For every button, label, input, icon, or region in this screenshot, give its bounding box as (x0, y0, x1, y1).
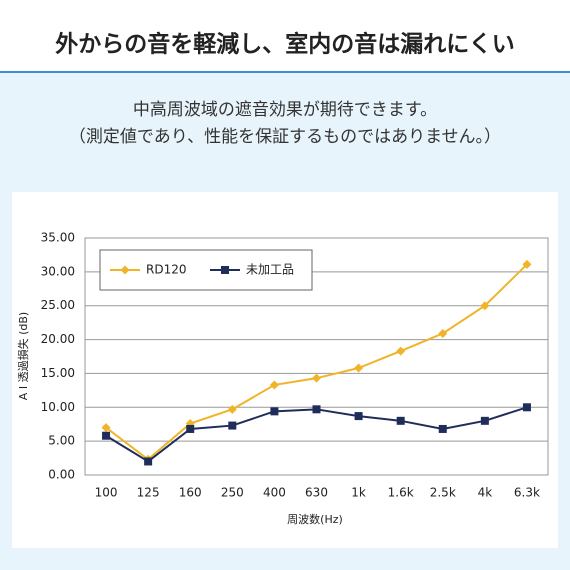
x-tick-label: 630 (305, 486, 328, 500)
y-axis-label: A I 透過損失 (dB) (16, 312, 30, 400)
marker (221, 266, 229, 274)
y-tick-label: 30.00 (41, 264, 75, 278)
marker (480, 301, 490, 311)
marker (312, 373, 321, 383)
x-tick-label: 6.3k (514, 486, 540, 500)
y-tick-label: 35.00 (41, 231, 75, 245)
marker (270, 407, 279, 416)
x-tick-label: 2.5k (430, 486, 456, 500)
x-axis-label: 周波数(Hz) (287, 513, 343, 526)
y-tick-label: 10.00 (41, 400, 75, 414)
legend-label: RD120 (146, 263, 186, 277)
marker (144, 457, 153, 466)
x-tick-label: 250 (221, 486, 244, 500)
marker (438, 328, 448, 338)
x-tick-label: 1.6k (388, 486, 414, 500)
y-tick-label: 25.00 (41, 298, 75, 312)
x-tick-label: 400 (263, 486, 286, 500)
marker (186, 424, 195, 433)
header-title: 外からの音を軽減し、室内の音は漏れにくい (55, 31, 515, 58)
marker (354, 412, 363, 421)
marker (354, 363, 364, 373)
marker (522, 259, 532, 269)
y-tick-label: 5.00 (48, 434, 75, 448)
marker (480, 416, 489, 425)
x-tick-label: 125 (137, 486, 160, 500)
x-tick-label: 1k (351, 486, 366, 500)
marker (396, 346, 406, 356)
y-tick-label: 0.00 (48, 468, 75, 482)
marker (269, 380, 279, 390)
header-band (0, 0, 570, 72)
marker (522, 403, 531, 412)
x-tick-label: 160 (179, 486, 202, 500)
x-tick-label: 100 (95, 486, 118, 500)
marker (102, 431, 111, 440)
y-tick-label: 15.00 (41, 366, 75, 380)
subtitle: （測定値であり、性能を保証するものではありません。） (69, 127, 501, 147)
marker (227, 404, 237, 414)
legend-label: 未加工品 (246, 263, 294, 277)
marker (396, 416, 405, 425)
marker (438, 424, 447, 433)
marker (120, 265, 130, 275)
marker (312, 405, 321, 414)
marker (101, 423, 111, 433)
x-tick-label: 4k (478, 486, 493, 500)
y-tick-label: 20.00 (41, 332, 75, 346)
subtitle: 中高周波域の遮音効果が期待できます。 (133, 100, 437, 120)
marker (228, 421, 237, 430)
